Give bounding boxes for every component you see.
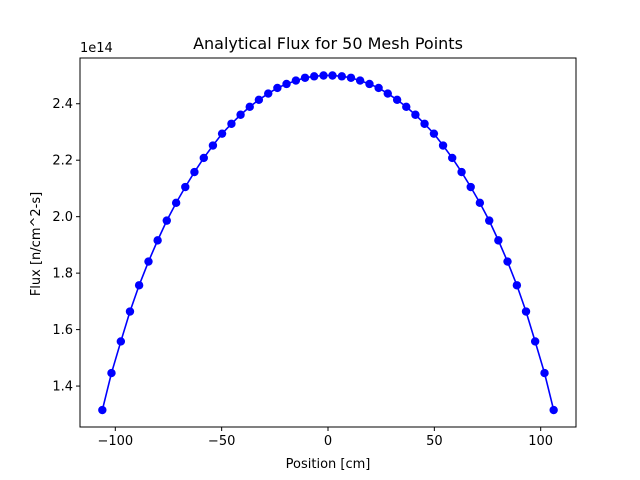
y-axis-label: Flux [n/cm^2-s]	[29, 192, 44, 296]
data-point	[374, 83, 383, 93]
data-point	[475, 198, 485, 208]
data-point	[438, 141, 448, 150]
data-point	[282, 79, 291, 89]
data-point	[217, 129, 227, 138]
y-tick-label: 1.6	[52, 323, 73, 338]
y-tick-label: 2.2	[52, 154, 73, 169]
data-point	[429, 129, 439, 138]
data-point	[328, 71, 337, 80]
data-point	[181, 182, 190, 192]
data-point	[236, 110, 245, 119]
x-tick-label: −100	[97, 434, 133, 449]
data-point	[503, 257, 512, 266]
data-point	[291, 76, 301, 85]
plot-area	[98, 71, 558, 415]
chart-title: Analytical Flux for 50 Mesh Points	[193, 34, 463, 53]
data-point	[540, 368, 549, 378]
y-tick-label: 2.0	[52, 210, 73, 225]
x-tick-label: 100	[528, 434, 553, 449]
data-point	[264, 89, 273, 98]
data-point	[245, 102, 254, 112]
data-point	[365, 79, 374, 89]
data-point	[153, 236, 162, 245]
data-point	[171, 198, 181, 208]
data-point	[98, 405, 107, 415]
data-point	[448, 153, 457, 163]
data-point	[107, 368, 116, 378]
data-point	[254, 95, 264, 104]
data-point	[466, 182, 475, 192]
x-tick-label: 50	[426, 434, 443, 449]
data-point	[383, 89, 392, 98]
data-point	[355, 76, 365, 85]
data-point	[420, 119, 429, 128]
data-point	[208, 141, 218, 150]
y-tick-label: 1.4	[52, 380, 73, 395]
data-point	[402, 102, 411, 112]
data-point	[512, 281, 522, 290]
data-point	[530, 337, 540, 346]
data-point	[319, 71, 328, 80]
data-point	[494, 236, 503, 245]
axes-frame	[79, 57, 577, 428]
y-axis: 1.4 1.6 1.8 2.0 2.2 2.4	[52, 97, 80, 395]
data-point	[190, 167, 199, 177]
x-tick-label: 0	[324, 434, 332, 449]
data-point	[144, 257, 153, 266]
data-point	[392, 95, 402, 104]
data-point	[273, 83, 282, 93]
data-point	[134, 281, 144, 290]
data-point	[411, 110, 420, 119]
data-point	[227, 119, 236, 128]
data-point	[457, 167, 466, 177]
data-point	[521, 307, 531, 316]
data-point	[125, 307, 135, 316]
data-point	[337, 72, 347, 81]
y-tick-label: 2.4	[52, 97, 73, 112]
data-point	[116, 337, 126, 346]
data-point	[346, 73, 356, 82]
y-tick-label: 1.8	[52, 267, 73, 282]
y-offset-text: 1e14	[80, 41, 113, 56]
x-axis-label: Position [cm]	[286, 457, 371, 472]
data-point	[199, 153, 208, 163]
data-point	[485, 216, 494, 225]
data-point	[549, 405, 558, 415]
data-point	[300, 73, 310, 82]
data-point	[162, 216, 171, 225]
x-tick-label: −50	[208, 434, 235, 449]
x-axis: −100 −50 0 50 100	[97, 427, 553, 449]
data-point	[309, 72, 319, 81]
